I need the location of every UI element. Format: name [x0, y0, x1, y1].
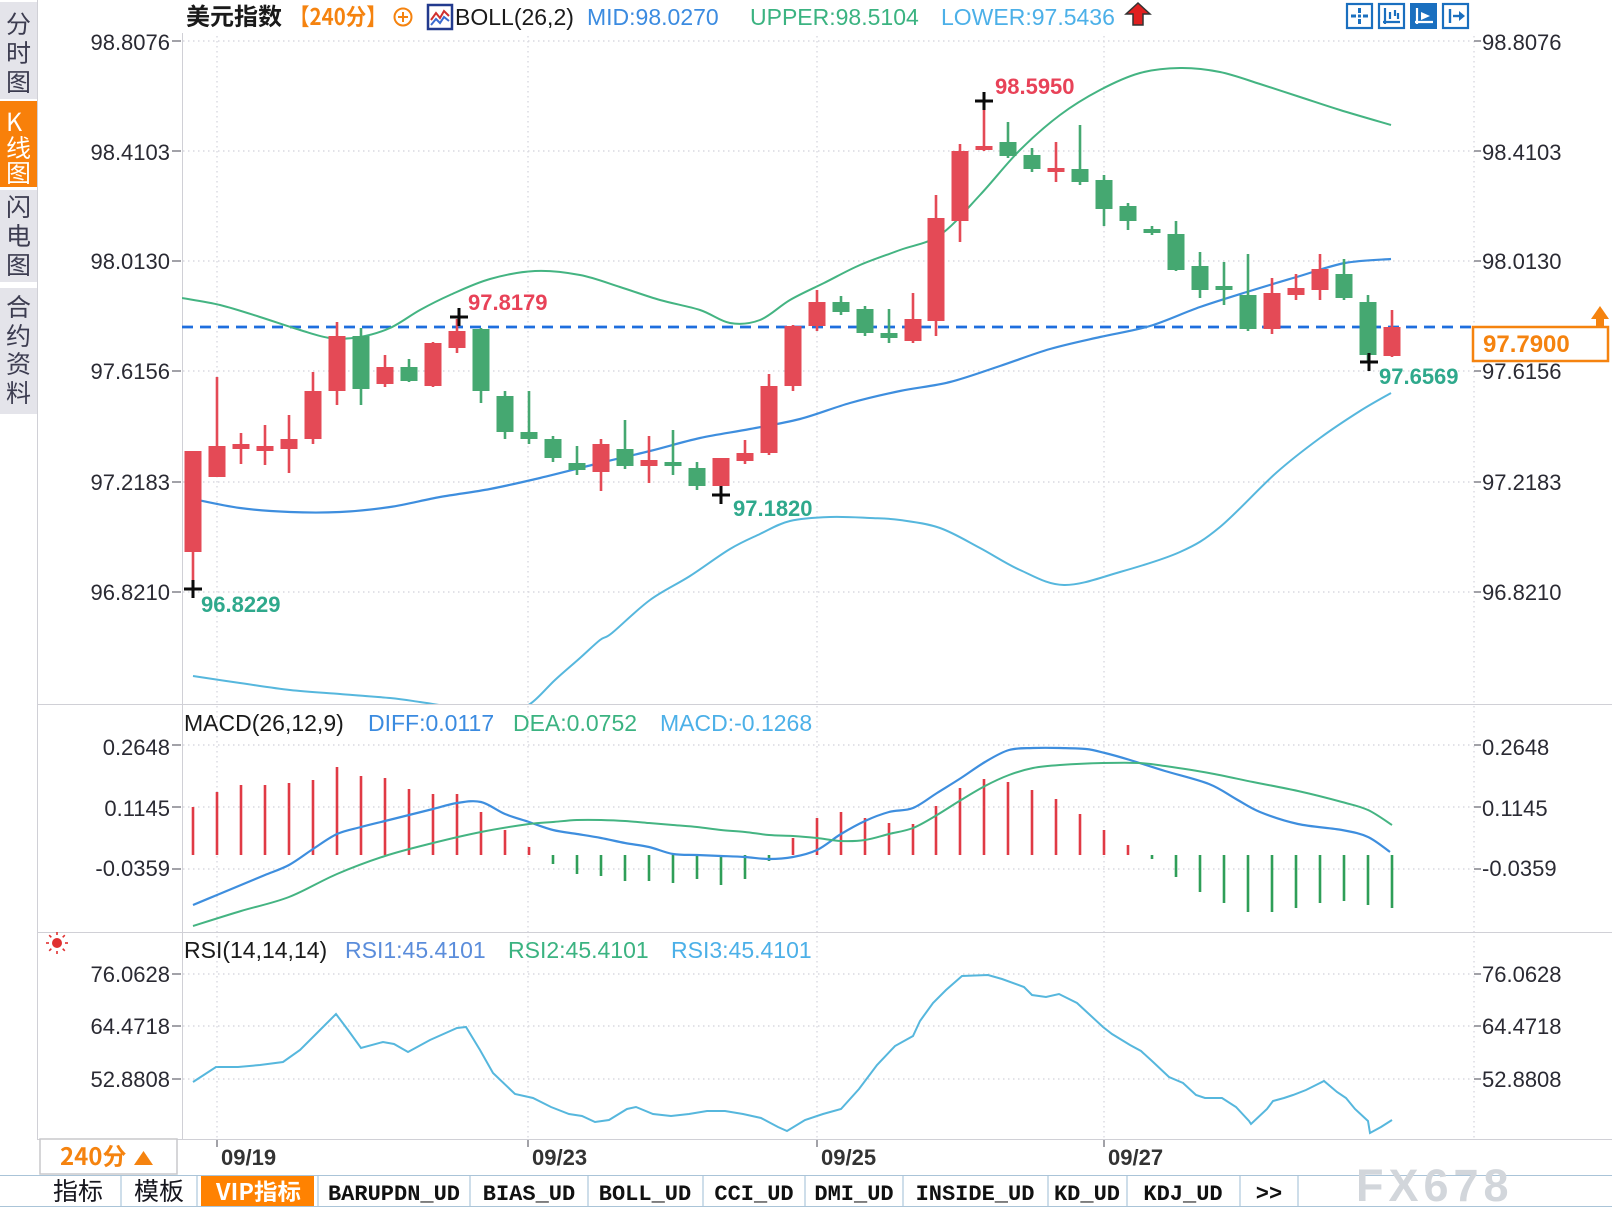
svg-text:64.4718: 64.4718 — [1482, 1014, 1562, 1039]
svg-text:52.8808: 52.8808 — [90, 1067, 170, 1092]
svg-text:KD_UD: KD_UD — [1054, 1182, 1120, 1207]
svg-text:RSI3:45.4101: RSI3:45.4101 — [671, 937, 812, 963]
svg-text:98.8076: 98.8076 — [1482, 30, 1562, 55]
svg-text:0.1145: 0.1145 — [104, 796, 170, 821]
svg-text:-0.0359: -0.0359 — [1482, 856, 1557, 881]
svg-text:96.8210: 96.8210 — [90, 580, 170, 605]
svg-text:76.0628: 76.0628 — [1482, 962, 1562, 987]
svg-text:98.8076: 98.8076 — [90, 30, 170, 55]
svg-text:52.8808: 52.8808 — [1482, 1067, 1562, 1092]
svg-text:RSI2:45.4101: RSI2:45.4101 — [508, 937, 649, 963]
svg-text:09/27: 09/27 — [1108, 1145, 1163, 1170]
svg-text:97.2183: 97.2183 — [1482, 470, 1562, 495]
svg-text:98.4103: 98.4103 — [90, 140, 170, 165]
svg-text:96.8210: 96.8210 — [1482, 580, 1562, 605]
svg-text:KDJ_UD: KDJ_UD — [1143, 1182, 1222, 1207]
svg-text:CCI_UD: CCI_UD — [714, 1182, 793, 1207]
svg-text:09/23: 09/23 — [532, 1145, 587, 1170]
svg-text:BOLL_UD: BOLL_UD — [599, 1182, 691, 1207]
svg-text:97.6156: 97.6156 — [1482, 359, 1562, 384]
svg-text:98.5950: 98.5950 — [995, 74, 1075, 99]
svg-text:LOWER:97.5436: LOWER:97.5436 — [941, 4, 1115, 30]
svg-text:76.0628: 76.0628 — [90, 962, 170, 987]
svg-text:97.6156: 97.6156 — [90, 359, 170, 384]
svg-text:UPPER:98.5104: UPPER:98.5104 — [750, 4, 919, 30]
svg-text:>>: >> — [1256, 1182, 1282, 1207]
svg-text:FX678: FX678 — [1356, 1160, 1514, 1208]
svg-text:MID:98.0270: MID:98.0270 — [587, 4, 719, 30]
svg-text:97.7900: 97.7900 — [1483, 331, 1570, 358]
svg-text:97.6569: 97.6569 — [1379, 364, 1459, 389]
svg-text:BIAS_UD: BIAS_UD — [483, 1182, 575, 1207]
svg-text:0.2648: 0.2648 — [1482, 735, 1549, 760]
svg-text:DIFF:0.0117: DIFF:0.0117 — [368, 710, 494, 736]
svg-text:0.1145: 0.1145 — [1482, 796, 1548, 821]
svg-text:DEA:0.0752: DEA:0.0752 — [513, 710, 637, 736]
svg-text:DMI_UD: DMI_UD — [814, 1182, 893, 1207]
svg-text:97.8179: 97.8179 — [468, 290, 548, 315]
svg-text:96.8229: 96.8229 — [201, 592, 281, 617]
svg-text:09/25: 09/25 — [821, 1145, 876, 1170]
svg-text:INSIDE_UD: INSIDE_UD — [916, 1182, 1035, 1207]
svg-text:RSI(14,14,14): RSI(14,14,14) — [184, 937, 327, 963]
svg-text:98.0130: 98.0130 — [90, 249, 170, 274]
svg-text:BOLL(26,2): BOLL(26,2) — [455, 4, 574, 30]
svg-text:MACD:-0.1268: MACD:-0.1268 — [660, 710, 812, 736]
svg-text:98.0130: 98.0130 — [1482, 249, 1562, 274]
svg-text:98.4103: 98.4103 — [1482, 140, 1562, 165]
svg-text:64.4718: 64.4718 — [90, 1014, 170, 1039]
svg-text:BARUPDN_UD: BARUPDN_UD — [328, 1182, 460, 1207]
svg-text:RSI1:45.4101: RSI1:45.4101 — [345, 937, 486, 963]
svg-text:97.1820: 97.1820 — [733, 496, 813, 521]
svg-text:MACD(26,12,9): MACD(26,12,9) — [184, 710, 344, 736]
svg-text:-0.0359: -0.0359 — [95, 856, 170, 881]
svg-text:97.2183: 97.2183 — [90, 470, 170, 495]
svg-text:09/19: 09/19 — [221, 1145, 276, 1170]
svg-text:0.2648: 0.2648 — [103, 735, 170, 760]
